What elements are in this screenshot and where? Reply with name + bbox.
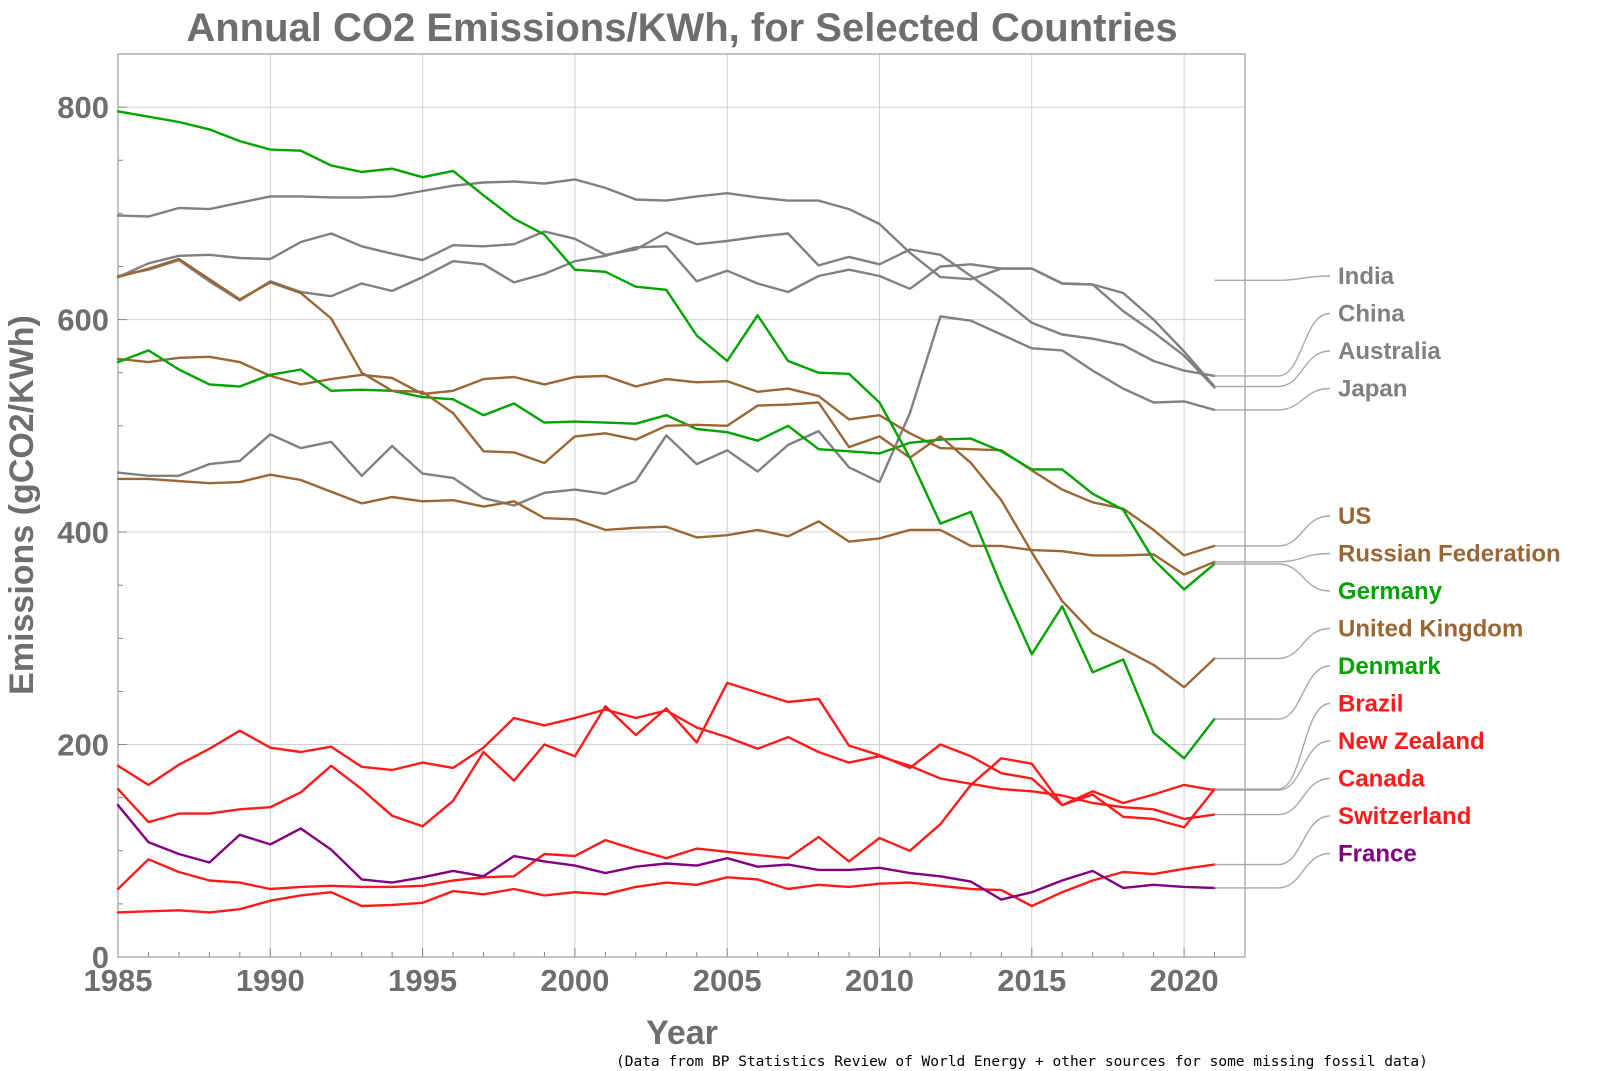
legend-label-russian-federation: Russian Federation — [1338, 541, 1561, 568]
legend-label-japan: Japan — [1338, 376, 1407, 403]
x-tick-label: 1990 — [236, 963, 305, 998]
series-line-canada — [116, 757, 1216, 891]
legend-leader-canada — [1214, 777, 1331, 816]
plot-frame — [117, 53, 1246, 958]
legend-label-china: China — [1338, 301, 1405, 328]
series-line-germany — [116, 349, 1216, 591]
legend-leader-russian-federation — [1214, 552, 1331, 563]
legend-leader-india — [1214, 275, 1331, 281]
legend-leader-new-zealand — [1214, 740, 1331, 791]
legend-label-brazil: Brazil — [1338, 691, 1403, 718]
grid — [117, 54, 1245, 957]
source-note: (Data from BP Statistics Review of World… — [616, 1054, 1428, 1070]
x-tick-label: 1985 — [84, 963, 153, 998]
y-tick-label: 200 — [57, 728, 109, 763]
y-tick-label: 600 — [57, 303, 109, 338]
y-tick-label: 0 — [92, 940, 109, 975]
legend-leaders — [1214, 275, 1331, 889]
legend-label-france: France — [1338, 841, 1417, 868]
legend-leader-us — [1214, 515, 1331, 547]
series-line-japan — [116, 315, 1216, 507]
legend-leader-denmark — [1214, 665, 1331, 720]
series-line-new-zealand — [116, 708, 1216, 821]
axis-ticks: 1985 1990 1995 2000 2005 2010 2015 2020 0 200 400 6… — [57, 53, 1246, 998]
y-tick-label: 800 — [57, 90, 109, 125]
legend-leader-switzerland — [1214, 815, 1331, 866]
legend-label-us: US — [1338, 503, 1371, 530]
series-lines — [116, 110, 1216, 914]
legend-leader-france — [1214, 852, 1331, 889]
legend-label-australia: Australia — [1338, 338, 1441, 365]
legend-leader-china — [1214, 312, 1331, 377]
series-line-australia — [116, 245, 1216, 388]
legend-leader-japan — [1214, 387, 1331, 411]
legend: India China Australia Japan US Russian Federa… — [1338, 263, 1561, 868]
series-line-india — [116, 178, 1216, 389]
legend-leader-united-kingdom — [1214, 627, 1331, 660]
series-line-france — [116, 803, 1216, 901]
x-tick-label: 1995 — [388, 963, 457, 998]
series-line-united-kingdom — [116, 257, 1216, 689]
series-line-china — [116, 230, 1216, 378]
series-line-russian-federation — [116, 473, 1216, 576]
y-tick-label: 400 — [57, 515, 109, 550]
x-tick-label: 2015 — [997, 963, 1066, 998]
legend-label-switzerland: Switzerland — [1338, 803, 1471, 830]
legend-leader-germany — [1214, 563, 1331, 592]
legend-label-canada: Canada — [1338, 766, 1425, 793]
legend-label-germany: Germany — [1338, 578, 1443, 605]
legend-leader-australia — [1214, 350, 1331, 388]
legend-leader-brazil — [1214, 702, 1331, 790]
legend-label-india: India — [1338, 263, 1395, 290]
x-tick-label: 2005 — [693, 963, 762, 998]
x-tick-label: 2000 — [540, 963, 609, 998]
chart-title: Annual CO2 Emissions/KWh, for Selected C… — [186, 6, 1177, 50]
legend-label-denmark: Denmark — [1338, 653, 1441, 680]
series-line-brazil — [116, 681, 1216, 829]
series-line-switzerland — [116, 863, 1216, 914]
y-axis-label: Emissions (gCO2/KWh) — [3, 315, 41, 695]
legend-label-united-kingdom: United Kingdom — [1338, 616, 1523, 643]
series-line-denmark — [116, 110, 1216, 760]
x-tick-label: 2020 — [1150, 963, 1219, 998]
x-tick-label: 2010 — [845, 963, 914, 998]
x-axis-label: Year — [646, 1014, 718, 1052]
legend-label-new-zealand: New Zealand — [1338, 728, 1485, 755]
